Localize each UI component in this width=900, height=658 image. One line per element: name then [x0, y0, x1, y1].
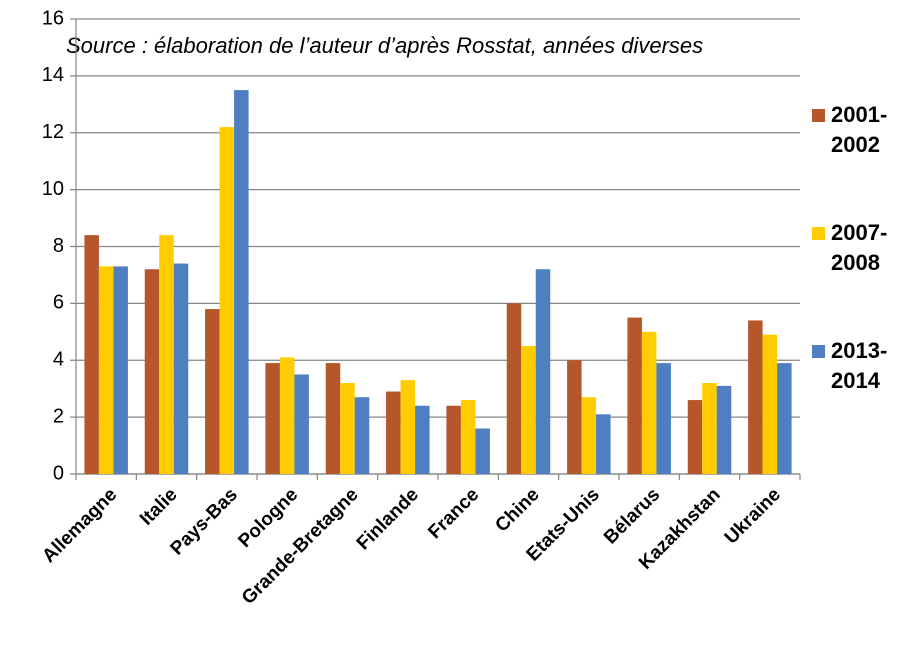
bar [354, 397, 370, 474]
bar [777, 363, 792, 474]
y-tick-label: 0 [53, 462, 64, 484]
y-tick-label: 12 [42, 121, 64, 143]
y-tick-label: 2 [53, 405, 64, 427]
y-tick-label: 4 [53, 349, 64, 371]
y-tick-label: 8 [53, 235, 64, 257]
bar [340, 383, 355, 474]
bar [386, 391, 401, 474]
annotation: Source : élaboration de l’auteur d’après… [66, 33, 703, 58]
bar [581, 397, 597, 474]
bar [415, 405, 430, 474]
x-tick-label: Allemagne [38, 484, 121, 567]
x-tick-label: Chine [491, 484, 543, 536]
bar [400, 380, 416, 474]
x-tick-label: Finlande [353, 484, 423, 554]
x-tick-label: France [424, 484, 483, 543]
bar [205, 309, 220, 474]
legend-label: 2013-2014 [831, 338, 888, 393]
bar [159, 235, 174, 474]
bar [234, 90, 249, 474]
bar [460, 400, 476, 474]
bar [113, 266, 128, 474]
bar [144, 269, 160, 474]
bar [279, 357, 295, 474]
bar [596, 414, 611, 474]
legend-swatch [812, 109, 825, 122]
bar [641, 331, 657, 474]
legend-swatch [812, 227, 825, 240]
bar [567, 360, 582, 474]
bar [265, 363, 280, 474]
bar [98, 266, 114, 474]
bar [84, 235, 99, 474]
x-tick-label: Italie [136, 484, 181, 529]
bar [535, 269, 551, 474]
bar [446, 405, 461, 474]
bar [716, 385, 732, 474]
y-tick-label: 6 [53, 292, 64, 314]
bar [219, 127, 235, 474]
legend-swatch [812, 345, 825, 358]
bar [325, 363, 341, 474]
x-tick-label: Grande-Bretagne [238, 484, 363, 609]
y-tick-label: 16 [42, 7, 64, 29]
legend-label: 2001-2002 [831, 102, 888, 157]
y-tick-label: 14 [42, 64, 64, 86]
bar [687, 400, 703, 474]
bar [506, 303, 522, 474]
bar [762, 334, 778, 474]
bar [294, 374, 309, 474]
y-tick-label: 10 [42, 178, 64, 200]
x-tick-label: Ukraine [721, 484, 785, 548]
bar [627, 317, 642, 474]
bar [173, 263, 189, 474]
bar [475, 428, 490, 474]
bar [702, 383, 717, 474]
bar [656, 363, 671, 474]
bar [748, 320, 763, 474]
legend-label: 2007-2008 [831, 220, 888, 275]
bar [521, 346, 536, 474]
